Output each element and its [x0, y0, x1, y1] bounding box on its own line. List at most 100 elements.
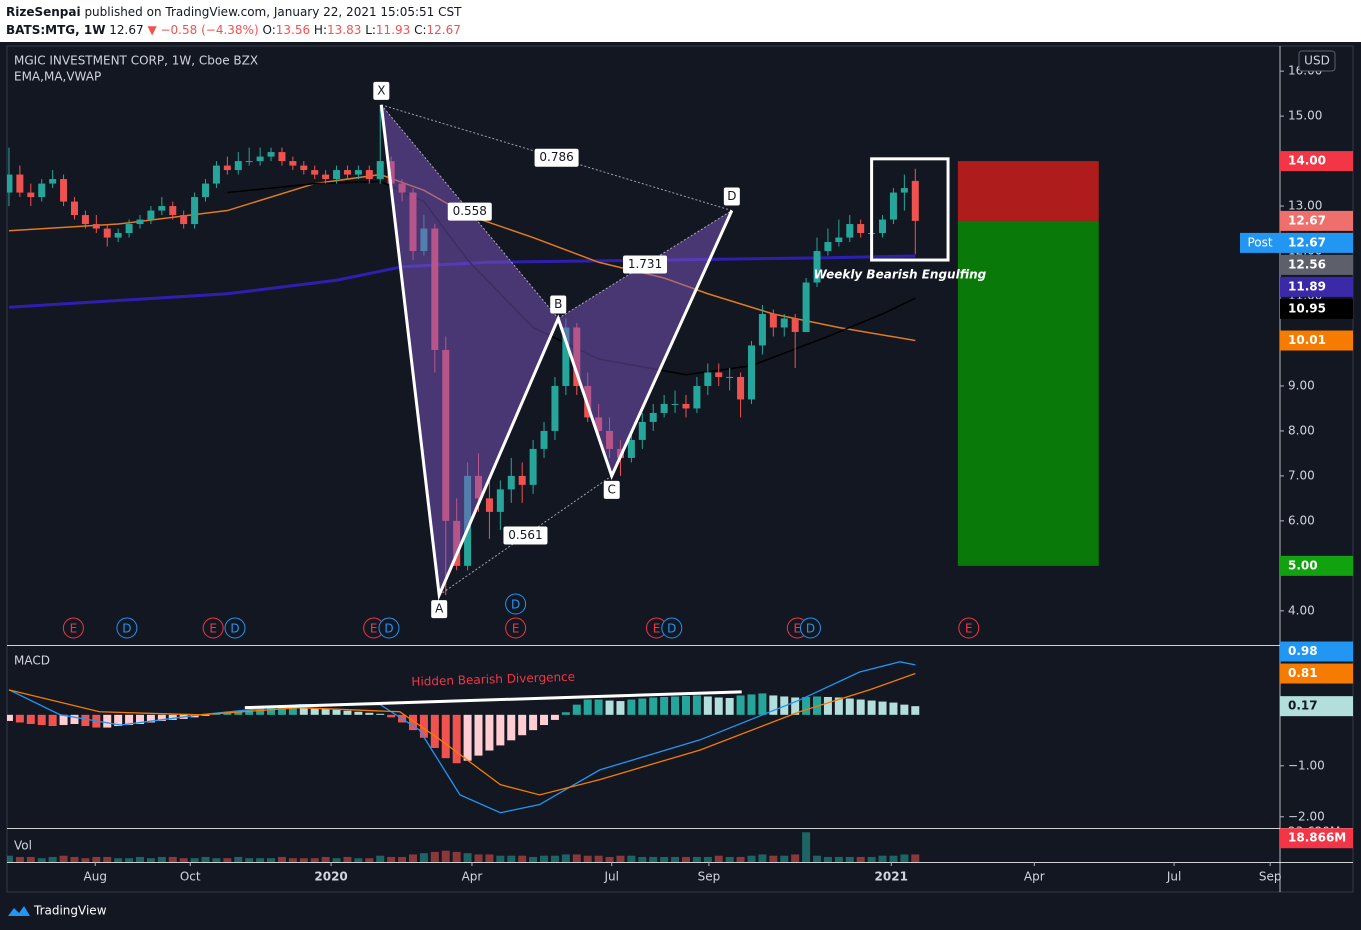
chart-frame — [6, 45, 1354, 893]
histogram-bar — [136, 714, 144, 724]
price-badge-label: 10.95 — [1288, 301, 1326, 315]
histogram-bar — [867, 700, 876, 715]
volume-bar — [911, 854, 920, 862]
histogram-bar — [561, 712, 570, 715]
histogram-bar — [37, 714, 46, 726]
candle-body — [715, 372, 723, 377]
histogram-bar — [747, 694, 756, 715]
histogram-bar — [649, 697, 658, 715]
histogram-bar — [638, 698, 647, 715]
pattern-fill — [558, 210, 732, 476]
histogram-bar — [583, 699, 592, 715]
candle-body — [365, 170, 373, 180]
candle-body — [125, 224, 133, 234]
candle-body — [671, 403, 679, 405]
volume-bar — [463, 853, 472, 862]
volume-bar — [299, 858, 308, 862]
event-marker — [958, 617, 980, 639]
histogram-bar — [518, 714, 527, 736]
volume-bar — [376, 855, 385, 862]
y-tick-label: 7.00 — [1288, 468, 1315, 482]
price-badge — [1280, 232, 1353, 253]
price-badge — [1280, 828, 1353, 849]
volume-bar — [37, 858, 46, 862]
volume-bar — [649, 856, 658, 862]
volume-bar — [736, 856, 745, 862]
y-tick-label: 6.00 — [1288, 513, 1315, 527]
candle-body — [158, 206, 166, 211]
histogram-bar — [736, 695, 745, 715]
divergence-line — [244, 690, 742, 710]
histogram-bar — [146, 714, 155, 723]
candle-body — [802, 282, 810, 332]
histogram-bar — [157, 714, 166, 721]
event-marker — [224, 617, 246, 639]
candle-body — [169, 206, 177, 216]
ratio-label: 0.786 — [539, 150, 573, 164]
event-label: E — [965, 622, 973, 636]
event-label: E — [653, 622, 661, 636]
histogram-bar — [660, 696, 669, 715]
pane-1: Hidden Bearish Divergence — [7, 661, 920, 814]
histogram-bar — [234, 710, 243, 715]
price-badge-label: 14.00 — [1288, 154, 1326, 168]
candle-body — [747, 345, 755, 400]
price-badge — [1280, 254, 1353, 275]
volume-bar — [267, 858, 276, 862]
volume-bar — [398, 856, 407, 862]
candle-body — [223, 165, 231, 171]
histogram-bar — [419, 714, 428, 738]
candle-body — [202, 183, 210, 198]
histogram-bar — [605, 700, 614, 715]
point-label: B — [554, 297, 562, 311]
published: published on TradingView.com, January 22… — [84, 5, 462, 19]
volume-bar — [823, 856, 832, 862]
candle-body — [49, 179, 57, 184]
volume-bar — [572, 854, 581, 862]
volume-bar — [190, 858, 199, 862]
candle-body — [212, 165, 220, 184]
volume-bar — [146, 858, 155, 862]
volume-bar — [889, 855, 898, 862]
stop-zone — [957, 161, 1099, 221]
ratio-box — [534, 148, 579, 167]
histogram-bar — [681, 695, 690, 715]
x-tick-label: Apr — [1024, 870, 1045, 884]
q-c-v: 12.67 — [427, 23, 461, 37]
histogram-bar — [485, 714, 494, 751]
pane-title: MACD — [14, 654, 50, 668]
x-tick-label: Apr — [462, 870, 483, 884]
histogram-bar — [267, 708, 276, 715]
candle-body — [682, 403, 690, 409]
candle-body — [496, 489, 504, 512]
y-tick-label: 8.00 — [1288, 423, 1315, 437]
price-badge — [1280, 641, 1353, 662]
y-tick-label: 9.00 — [1288, 378, 1315, 392]
ratio-label: 0.558 — [453, 204, 487, 218]
header-line-2: BATS:MTG, 1W 12.67 ▼ −0.58 (−4.38%) O:13… — [6, 23, 461, 37]
macd-line — [8, 661, 916, 814]
event-marker — [202, 617, 224, 639]
q-l: L: — [365, 23, 376, 37]
volume-bar — [26, 856, 35, 862]
volume-bar — [114, 858, 123, 862]
histogram-bar — [714, 697, 723, 715]
event-label: D — [230, 622, 239, 636]
volume-bar — [179, 858, 188, 862]
volume-bar — [561, 854, 570, 862]
volume-bar — [332, 858, 341, 862]
pane-title: Vol — [14, 839, 32, 853]
candle-body — [660, 403, 668, 413]
candle-body — [234, 161, 242, 171]
volume-bar — [791, 854, 800, 862]
histogram-bar — [627, 699, 636, 715]
candle-body — [7, 174, 13, 193]
point-box — [723, 187, 740, 206]
candle-body — [289, 161, 297, 166]
event-marker — [505, 617, 527, 639]
histogram-bar — [507, 714, 516, 741]
candle-body — [256, 156, 264, 162]
histogram-bar — [845, 698, 854, 715]
volume-bar — [594, 855, 603, 862]
candle-body — [704, 372, 712, 386]
